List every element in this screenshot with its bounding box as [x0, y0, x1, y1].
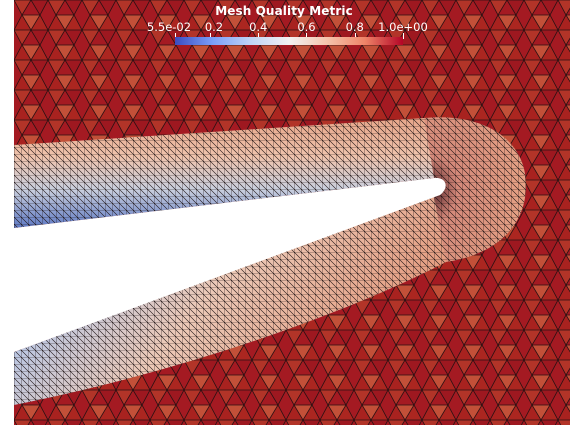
legend-tick-label: 0.2	[204, 20, 224, 34]
mesh-rendering	[14, 0, 570, 425]
legend-tick-mark	[306, 33, 308, 39]
legend-tick-label: 1.0e+00	[378, 20, 428, 34]
legend-tick-label: 0.4	[249, 20, 268, 34]
legend-tick-label: 0.8	[345, 20, 364, 34]
legend-tick-mark	[258, 33, 260, 39]
geometry-cutout	[14, 177, 446, 352]
color-legend: Mesh Quality Metric 5.5e-02 0.2 0.4 0.6 0.8 1…	[144, 4, 428, 52]
mesh-viewport[interactable]: Mesh Quality Metric 5.5e-02 0.2 0.4 0.6 0.8 1…	[14, 0, 570, 425]
legend-title: Mesh Quality Metric	[215, 4, 353, 18]
legend-tick-label: 5.5e-02	[146, 20, 192, 34]
legend-tick-mark	[209, 33, 211, 39]
legend-colorbar	[175, 37, 403, 45]
legend-tick-mark	[403, 33, 404, 39]
legend-tick-mark	[175, 33, 176, 39]
legend-tick-label: 0.6	[297, 20, 316, 34]
legend-tick-mark	[354, 33, 356, 39]
